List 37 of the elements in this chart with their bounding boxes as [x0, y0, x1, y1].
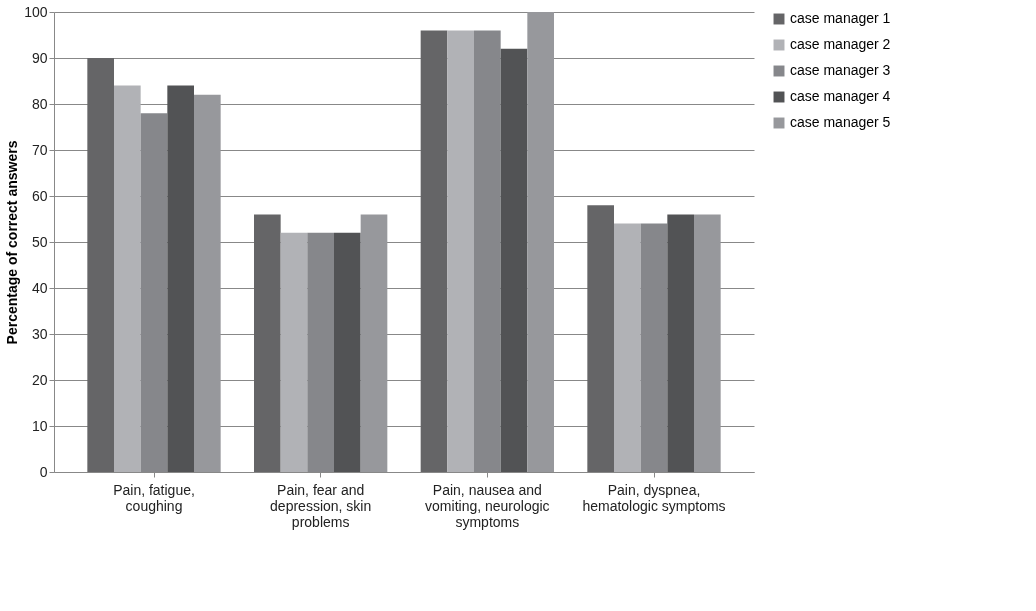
y-tick-label: 20 [31, 371, 48, 388]
y-axis-title: Percentage of correct answers [4, 140, 21, 345]
legend-label: case manager 1 [790, 10, 891, 26]
bar [167, 85, 194, 472]
bar [500, 48, 528, 472]
y-tick-label: 0 [39, 463, 48, 480]
legend-label: case manager 3 [790, 62, 891, 78]
legend-label: case manager 4 [790, 88, 891, 104]
y-tick-label: 60 [31, 187, 48, 204]
bar [254, 214, 281, 472]
bar [420, 30, 448, 472]
y-tick-label: 90 [31, 49, 48, 66]
bar [447, 30, 474, 472]
legend-label: case manager 5 [790, 114, 891, 130]
y-tick-label: 70 [31, 141, 48, 158]
bar [667, 214, 694, 472]
bar [87, 58, 114, 472]
x-tick-label: Pain, nausea and vomiting, neurologic symptoms [425, 481, 550, 530]
x-tick-label: Pain, fear and depression, skin problems [270, 481, 372, 530]
y-tick-label: 30 [31, 325, 48, 342]
bar [114, 85, 141, 472]
y-tick-label: 40 [31, 279, 48, 296]
bar [614, 223, 641, 472]
y-tick-label: 10 [31, 417, 48, 434]
bar [194, 94, 221, 472]
bar [334, 232, 361, 472]
bar [527, 12, 554, 472]
bar [280, 232, 308, 472]
bar [360, 214, 388, 472]
y-tick-label: 100 [24, 3, 48, 20]
y-tick-label: 80 [31, 95, 48, 112]
legend-label: case manager 2 [790, 36, 891, 52]
x-tick-label: Pain, dyspnea, hematologic symptoms [582, 481, 726, 514]
bar [694, 214, 721, 472]
x-tick-label: Pain, fatigue, coughing [113, 481, 195, 514]
bar [587, 205, 614, 472]
y-tick-label: 50 [31, 233, 48, 250]
